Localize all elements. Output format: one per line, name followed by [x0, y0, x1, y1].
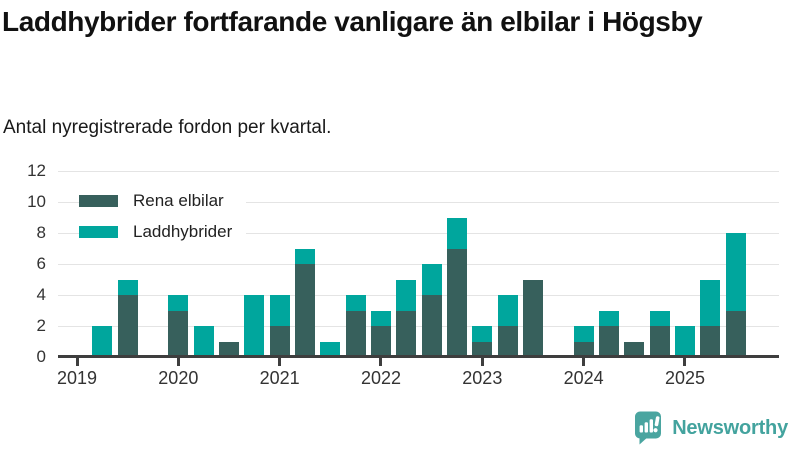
- bar-segment: [269, 295, 290, 326]
- bar-segment: [168, 295, 189, 311]
- gridline: [58, 325, 779, 327]
- bar-segment: [117, 279, 138, 295]
- brand-name: Newsworthy: [672, 416, 788, 439]
- x-axis-tick: [278, 358, 282, 366]
- x-axis-tick: [75, 358, 79, 366]
- x-axis-tick: [683, 358, 687, 366]
- chart-subtitle: Antal nyregistrerade fordon per kvartal.: [3, 117, 332, 138]
- legend-label: Rena elbilar: [133, 191, 224, 210]
- newsworthy-logo-icon: [635, 411, 662, 445]
- y-axis-tick-label: 4: [36, 285, 46, 304]
- x-axis-tick-label: 2024: [563, 368, 604, 388]
- bar-segment: [497, 295, 518, 326]
- bar-segment: [472, 326, 493, 342]
- legend-item: Laddhybrider: [79, 218, 247, 246]
- x-axis-tick-label: 2019: [56, 368, 98, 388]
- x-axis-tick-label: 2021: [259, 368, 300, 388]
- y-axis-tick-label: 10: [27, 192, 46, 211]
- bar-segment: [649, 310, 670, 326]
- bar-segment: [446, 248, 467, 357]
- x-axis-tick: [176, 358, 180, 366]
- bar-segment: [92, 326, 113, 357]
- bar-segment: [700, 279, 721, 326]
- bar-segment: [294, 264, 315, 357]
- bar-segment: [244, 295, 265, 357]
- legend-swatch: [79, 195, 118, 207]
- x-axis-tick-label: 2022: [360, 368, 401, 388]
- legend-label: Laddhybrider: [133, 222, 233, 241]
- bar-segment: [320, 341, 341, 357]
- bar-segment: [218, 341, 239, 357]
- bar-segment: [649, 326, 670, 357]
- bar-segment: [294, 248, 315, 264]
- chart-title: Laddhybrider fortfarande vanligare än el…: [2, 6, 703, 37]
- gridline: [58, 170, 779, 172]
- bar-segment: [345, 295, 366, 311]
- bar-segment: [370, 326, 391, 357]
- y-axis-tick-label: 2: [36, 316, 46, 335]
- x-axis-tick: [582, 358, 586, 366]
- x-axis-tick-label: 2025: [664, 368, 705, 388]
- bar-segment: [117, 295, 138, 357]
- x-axis-tick: [480, 358, 484, 366]
- bar-segment: [193, 326, 214, 357]
- bar-segment: [624, 341, 645, 357]
- brand-footer: Newsworthy: [634, 411, 788, 445]
- bar-segment: [396, 279, 417, 311]
- y-axis-tick-label: 8: [36, 223, 46, 242]
- bar-segment: [370, 310, 391, 326]
- bar-segment: [598, 326, 619, 357]
- bar-segment: [497, 326, 518, 357]
- chart-legend: Rena elbilar Laddhybrider: [79, 187, 247, 246]
- bar-segment: [421, 264, 442, 295]
- y-axis-tick-label: 12: [27, 161, 46, 180]
- bar-segment: [345, 310, 366, 357]
- gridline: [58, 201, 779, 203]
- x-axis-tick-label: 2020: [158, 368, 199, 388]
- bar-segment: [396, 310, 417, 357]
- bar-segment: [725, 233, 746, 311]
- gridline: [58, 263, 779, 265]
- x-axis-line: [58, 355, 779, 358]
- y-axis-tick-label: 0: [36, 347, 46, 366]
- bar-segment: [421, 295, 442, 357]
- bar-segment: [674, 326, 695, 357]
- plot-area: [58, 170, 779, 357]
- bar-segment: [573, 326, 594, 342]
- bar-segment: [472, 341, 493, 357]
- legend-item: Rena elbilar: [79, 187, 247, 215]
- x-axis-tick-label: 2023: [462, 368, 503, 388]
- bar-segment: [725, 310, 746, 357]
- x-axis-tick: [379, 358, 383, 366]
- bar-segment: [522, 279, 543, 357]
- gridline: [58, 232, 779, 234]
- gridline: [58, 294, 779, 296]
- bar-segment: [700, 326, 721, 357]
- bar-segment: [446, 217, 467, 249]
- legend-swatch: [79, 226, 118, 238]
- bar-segment: [573, 341, 594, 357]
- bar-segment: [168, 310, 189, 357]
- bar-segment: [269, 326, 290, 357]
- bar-segment: [598, 310, 619, 326]
- y-axis-tick-label: 6: [36, 254, 46, 273]
